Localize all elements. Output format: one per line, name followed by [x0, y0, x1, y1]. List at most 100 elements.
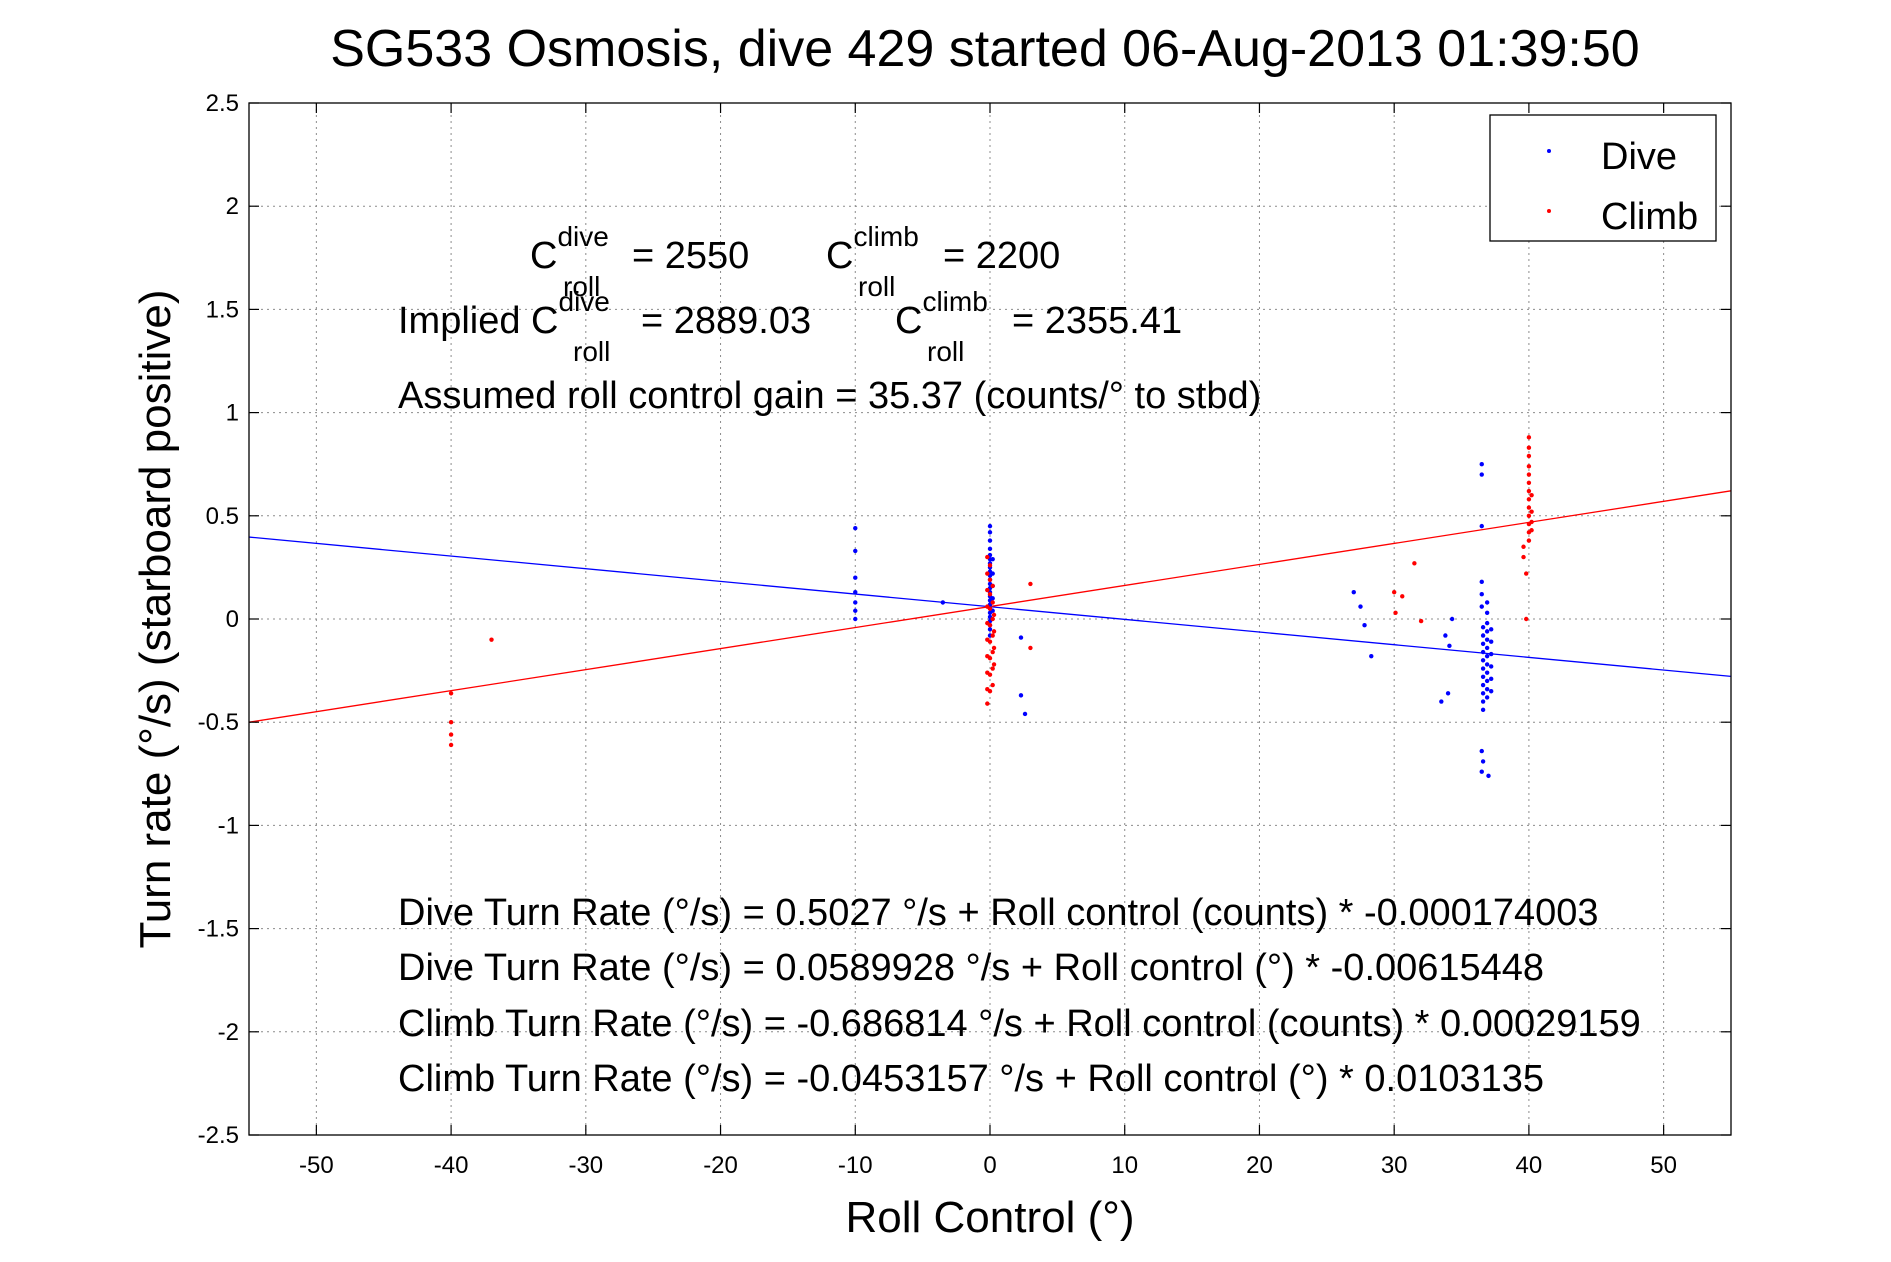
- dive-point: [1480, 691, 1486, 696]
- climb-point: [990, 666, 995, 671]
- x-tick-label: -50: [299, 1152, 334, 1179]
- dive-point: [1479, 769, 1484, 774]
- climb-point: [1418, 618, 1424, 624]
- climb-point: [1526, 480, 1532, 485]
- dive-equation-counts: Dive Turn Rate (°/s) = 0.5027 °/s + Roll…: [398, 892, 1599, 934]
- x-tick-label: 30: [1381, 1152, 1408, 1179]
- climb-point: [1412, 561, 1417, 566]
- climb-point: [1526, 513, 1532, 518]
- climb-point: [990, 633, 995, 638]
- climb-point: [448, 720, 454, 725]
- dive-point: [1480, 699, 1486, 704]
- dive-point: [1449, 616, 1455, 622]
- climb-point: [1400, 594, 1405, 599]
- climb-point: [987, 622, 993, 628]
- data-points: [448, 435, 1534, 779]
- dive-point: [1488, 639, 1494, 644]
- dive-point: [1484, 662, 1490, 667]
- climb-point: [1526, 488, 1532, 494]
- dive-point: [1480, 658, 1486, 663]
- dive-point: [853, 525, 858, 531]
- dive-point: [853, 575, 858, 580]
- dive-point: [1480, 666, 1486, 671]
- dive-equation-degrees: Dive Turn Rate (°/s) = 0.0589928 °/s + R…: [398, 947, 1544, 989]
- climb-equation-counts: Climb Turn Rate (°/s) = -0.686814 °/s + …: [398, 1003, 1641, 1045]
- climb-point: [1529, 528, 1534, 533]
- dive-point: [853, 608, 858, 613]
- y-tick-label: -1: [218, 812, 239, 839]
- climb-point: [985, 701, 990, 706]
- y-tick-label: -2: [218, 1019, 239, 1046]
- dive-point: [1486, 773, 1491, 779]
- chart-title: SG533 Osmosis, dive 429 started 06-Aug-2…: [330, 20, 1639, 78]
- dive-point: [1018, 635, 1024, 640]
- dive-point: [1484, 600, 1490, 605]
- climb-point: [489, 637, 494, 642]
- dive-point: [1480, 682, 1486, 688]
- dive-point: [1484, 678, 1490, 684]
- dive-point: [1479, 748, 1484, 754]
- climb-point: [987, 672, 993, 677]
- dive-point: [853, 589, 858, 595]
- climb-point: [1391, 589, 1397, 595]
- climb-point: [990, 583, 995, 589]
- dive-point: [1484, 637, 1490, 642]
- legend: Dive Climb: [1489, 114, 1717, 242]
- climb-point: [1526, 435, 1532, 440]
- climb-point: [1521, 544, 1526, 549]
- x-axis-label: Roll Control (°): [846, 1193, 1135, 1242]
- dive-point: [1445, 691, 1451, 696]
- climb-point: [448, 732, 454, 737]
- dive-point: [1479, 523, 1484, 529]
- dive-point: [1484, 620, 1490, 626]
- dive-point: [1022, 711, 1028, 717]
- climb-point: [985, 571, 990, 576]
- climb-point: [987, 577, 993, 582]
- climb-equation-degrees: Climb Turn Rate (°/s) = -0.0453157 °/s +…: [398, 1058, 1544, 1100]
- dive-point: [1488, 627, 1494, 632]
- c-roll-climb-annotation: Cclimb roll= 2200: [826, 221, 1060, 302]
- dive-point: [1479, 604, 1484, 609]
- climb-point: [1028, 645, 1033, 651]
- dive-point: [987, 546, 993, 552]
- dive-point: [1351, 589, 1356, 595]
- axis-ticks: -50 -40 -30 -20 -10 0 10 20 30 40 50 2.5 2 1.5 1 0.5 0 -0…: [198, 90, 1731, 1179]
- dive-point: [1488, 651, 1494, 657]
- x-tick-label: -20: [703, 1152, 738, 1179]
- climb-point: [985, 587, 990, 593]
- climb-point: [1529, 492, 1534, 498]
- climb-point: [991, 645, 997, 651]
- dive-point: [1369, 653, 1374, 659]
- dive-point: [853, 548, 858, 554]
- climb-point: [1393, 610, 1398, 616]
- y-tick-label: -2.5: [198, 1122, 239, 1149]
- climb-point: [1521, 554, 1526, 560]
- dive-point: [1479, 579, 1484, 585]
- climb-point: [990, 649, 995, 655]
- legend-dive-label: Dive: [1601, 136, 1677, 178]
- climb-point: [1524, 616, 1529, 622]
- dive-point: [1479, 592, 1484, 597]
- climb-point: [991, 629, 997, 634]
- x-tick-label: -30: [568, 1152, 603, 1179]
- climb-point: [1526, 445, 1532, 450]
- y-tick-label: -0.5: [198, 709, 239, 736]
- x-tick-label: 10: [1111, 1152, 1138, 1179]
- dive-point: [1358, 604, 1363, 609]
- climb-point: [1526, 505, 1532, 510]
- y-tick-label: -1.5: [198, 916, 239, 943]
- climb-point: [987, 689, 993, 694]
- legend-climb-marker: [1547, 209, 1551, 213]
- legend-climb-label: Climb: [1601, 196, 1698, 238]
- climb-point: [987, 656, 993, 661]
- climb-point: [448, 742, 454, 748]
- dive-point: [1480, 759, 1486, 764]
- dive-point: [1480, 674, 1486, 679]
- dive-point: [1479, 462, 1484, 467]
- climb-point: [1526, 538, 1532, 543]
- y-tick-label: 0.5: [206, 503, 239, 530]
- x-tick-label: -40: [434, 1152, 469, 1179]
- y-axis-label: Turn rate (°/s) (starboard positive): [131, 289, 180, 948]
- dive-point: [1018, 693, 1024, 698]
